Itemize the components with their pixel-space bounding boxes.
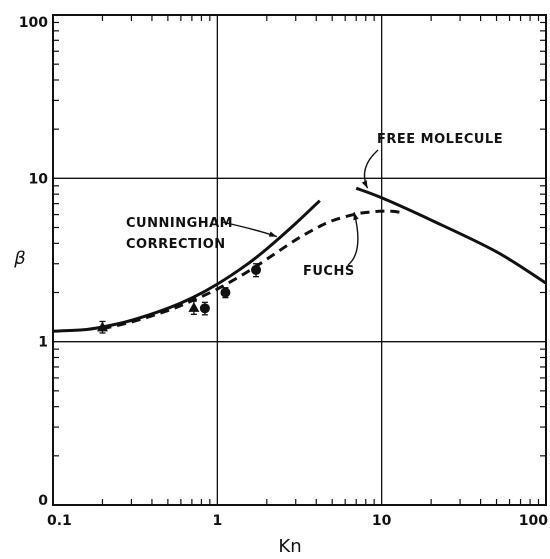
y-tick-labels: 0 1 10 100	[19, 15, 48, 509]
fuchs-arrow	[347, 212, 359, 266]
circle-data-point	[251, 264, 262, 275]
cunningham-curve	[52, 199, 321, 333]
y-axis-label: β	[13, 248, 26, 269]
free-molecule-line	[355, 186, 547, 285]
circle-data-point	[220, 287, 231, 298]
series-lines	[52, 186, 547, 333]
x-tick-labels: 0.1 1 10 100	[47, 513, 548, 529]
x-tick-label: 10	[372, 513, 392, 529]
grid-lines	[53, 15, 546, 505]
triangle-data-point	[96, 321, 108, 332]
y-tick-label: 10	[29, 171, 49, 187]
annotation-label: FREE MOLECULE	[377, 132, 503, 147]
plot-border	[52, 14, 547, 506]
minor-ticks	[53, 15, 546, 505]
x-axis-label: Kn	[278, 536, 301, 557]
circle-data-point	[199, 303, 210, 314]
arrow-head	[353, 212, 359, 221]
fuchs-curve	[102, 209, 401, 331]
annotation-label: CUNNINGHAM	[126, 216, 233, 231]
plot-frame	[52, 14, 547, 506]
arrow-head	[268, 231, 277, 237]
annotations: FREE MOLECULE CUNNINGHAM CORRECTION FUCHS	[126, 132, 503, 279]
data-points	[96, 263, 262, 334]
triangle-data-point	[188, 301, 200, 312]
annotation-label: FUCHS	[303, 264, 355, 279]
y-tick-label: 1	[38, 335, 48, 351]
x-tick-label: 100	[519, 513, 548, 529]
arrow-head	[361, 180, 368, 189]
y-tick-label: 0	[38, 493, 48, 509]
x-tick-label: 1	[212, 513, 222, 529]
x-tick-label: 0.1	[47, 513, 72, 529]
y-tick-label: 100	[19, 15, 48, 31]
annotation-label: CORRECTION	[126, 237, 226, 252]
